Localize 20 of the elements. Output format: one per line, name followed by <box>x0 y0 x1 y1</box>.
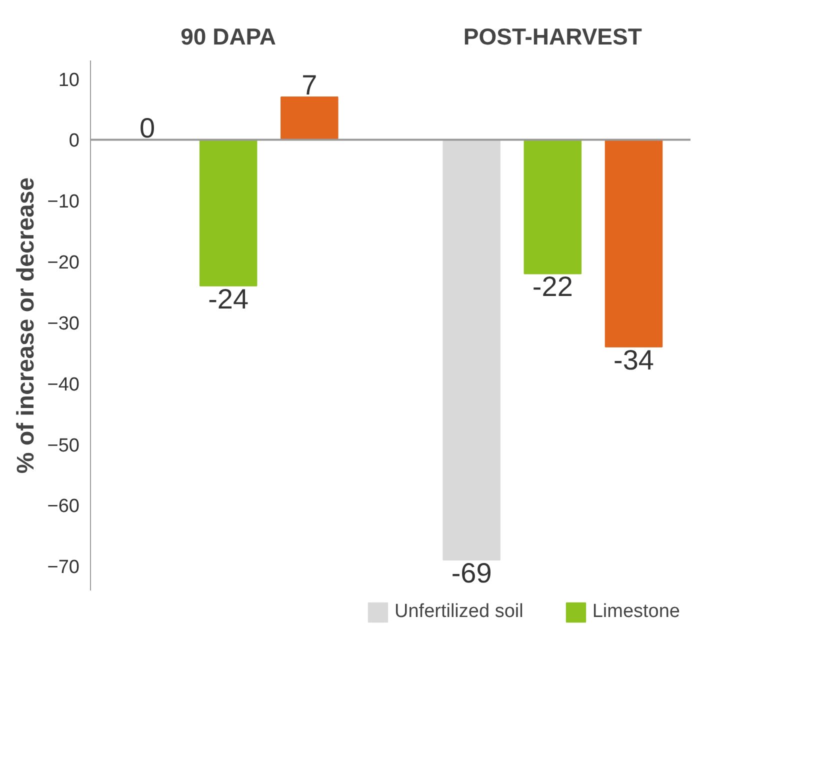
y-tick-label: 0 <box>68 130 80 152</box>
data-label: 0 <box>139 112 156 144</box>
data-label: -24 <box>208 283 249 314</box>
y-tick-label: −40 <box>47 374 80 396</box>
y-tick-label: −20 <box>47 252 80 274</box>
y-tick-label: −30 <box>47 313 80 334</box>
x-tick-label: POST-HARVEST <box>463 24 642 50</box>
legend-label: Unfertilized soil <box>394 601 524 623</box>
y-tick-label: −50 <box>47 435 80 456</box>
data-label: 7 <box>302 70 318 101</box>
y-axis-title: % of increase or decrease <box>12 177 40 474</box>
y-tick-label: −60 <box>47 496 80 518</box>
x-tick-label: 90 DAPA <box>180 24 276 50</box>
data-label: -69 <box>451 557 492 588</box>
y-tick-label: 10 <box>58 70 80 91</box>
data-label: -22 <box>532 271 573 302</box>
legend-label: Limestone <box>592 601 680 623</box>
y-tick-label: −10 <box>47 192 80 213</box>
data-label: -34 <box>614 344 654 376</box>
y-tick-label: −70 <box>47 557 80 578</box>
